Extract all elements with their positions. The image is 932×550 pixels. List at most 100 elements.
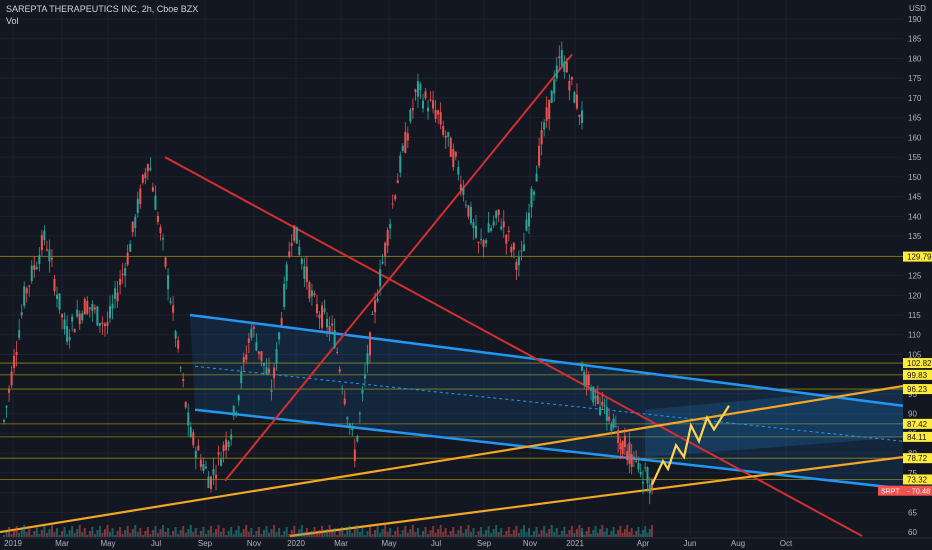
x-tick-label: 2021 [566, 539, 584, 548]
candle-body [338, 369, 341, 372]
candle-body [568, 80, 571, 91]
volume-bar [172, 531, 175, 537]
candle-body [53, 278, 56, 292]
volume-bar [610, 531, 613, 537]
candle-body [621, 441, 624, 454]
level-badge-label: 102.82 [907, 359, 932, 368]
candle-body [5, 405, 8, 408]
candle-body [220, 458, 223, 466]
level-badge-label: 84.11 [907, 433, 927, 442]
candle-body [389, 223, 392, 229]
candle-body [560, 50, 563, 66]
orange-upper-line[interactable] [0, 384, 904, 534]
candle-body [217, 452, 220, 455]
volume-bar [336, 535, 339, 537]
projection-path[interactable] [651, 405, 730, 486]
volume-bar [621, 533, 624, 537]
volume-bar [174, 527, 177, 537]
volume-bar [404, 526, 407, 537]
volume-bar [179, 530, 182, 537]
candle-body [612, 418, 615, 428]
candle-body [343, 398, 346, 405]
volume-bar [280, 535, 283, 537]
candle-body [495, 210, 498, 218]
volume-bar [594, 526, 597, 537]
candle-body [575, 94, 578, 109]
candle-body [290, 243, 293, 246]
level-badge [903, 358, 932, 369]
volume-bar [71, 526, 74, 537]
candle-body [619, 442, 622, 450]
candle-body [310, 290, 313, 297]
candle-body [583, 371, 586, 385]
candle-body [56, 294, 59, 299]
candle-body [66, 325, 69, 342]
candle-body [447, 132, 450, 137]
candle-body [401, 145, 404, 151]
volume-bar [587, 527, 590, 537]
candle-body [199, 459, 202, 467]
candle-body [361, 389, 364, 394]
volume-bar [570, 526, 573, 537]
volume-bar [646, 533, 649, 537]
candle-body [167, 275, 170, 290]
volume-bar [485, 530, 488, 537]
candle-body [247, 338, 250, 343]
volume-bar [13, 530, 16, 537]
candle-body [68, 337, 71, 341]
candle-body [23, 286, 26, 306]
candle-body [126, 252, 129, 265]
volume-bar [134, 525, 137, 537]
x-tick-label: Sep [477, 539, 492, 548]
volume-bar [10, 534, 13, 537]
currency-label: USD [909, 4, 926, 13]
volume-bar [326, 529, 329, 537]
orange-lower-line[interactable] [289, 455, 904, 538]
candle-body [510, 246, 513, 253]
candle-body [298, 246, 301, 255]
x-tick-label: Jul [151, 539, 161, 548]
level-badge [903, 431, 932, 442]
volume-bar [550, 525, 553, 537]
candle-body [78, 313, 81, 325]
volume-bar [341, 527, 344, 537]
candle-body [45, 249, 48, 251]
red-downtrend-line[interactable] [164, 156, 863, 537]
candle-body [596, 395, 599, 404]
candle-body [98, 323, 101, 326]
channel-lower-line[interactable] [194, 408, 904, 490]
volume-bar [114, 535, 117, 537]
candle-body [474, 225, 477, 238]
candle-body [374, 300, 377, 313]
volume-bar [639, 534, 642, 537]
volume-bar [76, 529, 79, 537]
red-uptrend-line[interactable] [224, 53, 573, 482]
candle-body [522, 244, 525, 252]
candle-body [13, 355, 16, 368]
x-tick-label: Jun [684, 539, 697, 548]
volume-bar [558, 535, 561, 537]
candle-body [399, 155, 402, 173]
candle-body [230, 434, 233, 440]
volume-bar [346, 530, 349, 537]
volume-bar [517, 533, 520, 537]
candle-body [86, 301, 89, 314]
volume-bar [427, 534, 430, 537]
candle-body [502, 221, 505, 228]
volume-bar [63, 527, 66, 537]
candle-body [232, 405, 235, 416]
candle-body [28, 285, 31, 287]
candle-body [326, 318, 329, 328]
level-badge [903, 384, 932, 395]
volume-bar [38, 534, 41, 537]
volume-bar [617, 530, 620, 537]
candle-body [371, 313, 374, 315]
channel-upper-line[interactable] [189, 313, 904, 408]
volume-bar [351, 533, 354, 537]
volume-bar [182, 526, 185, 537]
candle-body [20, 312, 23, 316]
candle-body [599, 406, 602, 416]
volume-bar [265, 526, 268, 537]
